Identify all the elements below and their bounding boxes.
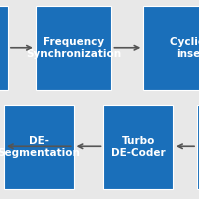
FancyBboxPatch shape [0,6,8,90]
FancyBboxPatch shape [197,105,199,189]
FancyBboxPatch shape [4,105,74,189]
FancyBboxPatch shape [36,6,111,90]
Text: Frequency
Synchronization: Frequency Synchronization [26,37,121,59]
Text: DE-
Segmentation: DE- Segmentation [0,137,80,158]
FancyBboxPatch shape [103,105,173,189]
FancyBboxPatch shape [143,6,199,90]
Text: Turbo
DE-Coder: Turbo DE-Coder [111,137,166,158]
Text: Cyclic P
insert: Cyclic P insert [170,37,199,59]
